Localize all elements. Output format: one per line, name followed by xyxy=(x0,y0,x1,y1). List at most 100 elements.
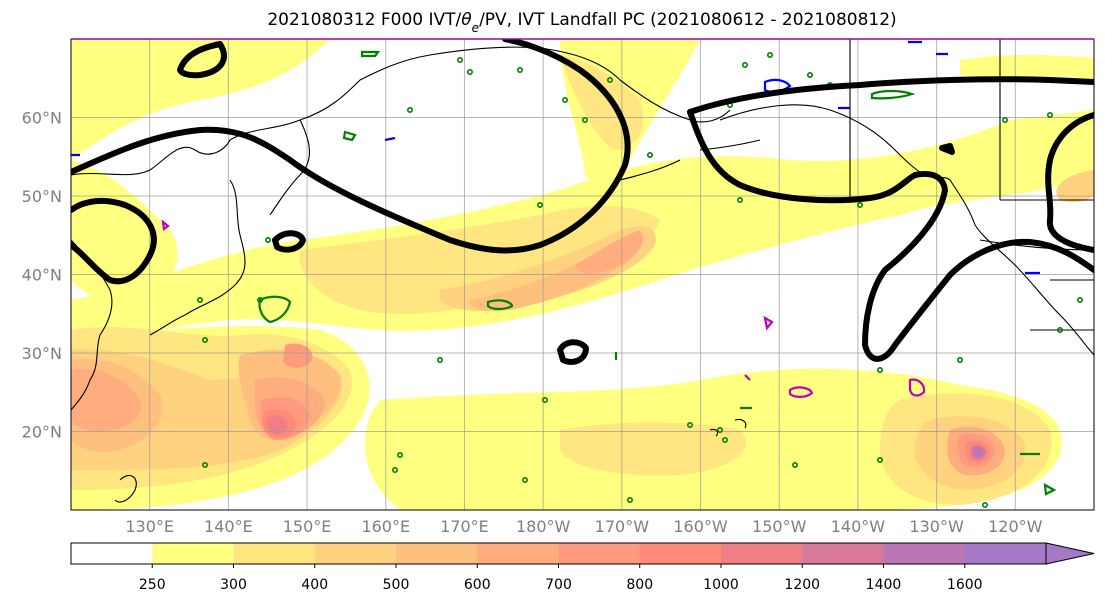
title-pre: 2021080312 F000 IVT/ xyxy=(267,10,461,30)
pv-contour-13 xyxy=(161,219,170,231)
theta-e-contour-5 xyxy=(272,230,306,253)
pv-speck-14 xyxy=(856,202,863,209)
colorbar-tick-label: 1000 xyxy=(703,577,739,593)
colorbar-swatch-10 xyxy=(883,543,966,564)
pv-contour-7 xyxy=(614,352,752,410)
pv-speck-4 xyxy=(561,97,568,104)
chart-title: 2021080312 F000 IVT/θe/PV, IVT Landfall … xyxy=(267,10,896,35)
colorbar-swatch-8 xyxy=(721,543,803,564)
pv-speck-20 xyxy=(202,336,209,343)
pv-speck-17 xyxy=(264,237,271,244)
ivt-filled-contours xyxy=(71,39,1094,510)
pv-speck-31 xyxy=(981,501,988,508)
colorbar-swatch-0 xyxy=(71,543,153,564)
pv-speck-27 xyxy=(391,466,398,473)
pv-speck-9 xyxy=(766,51,773,58)
theta-e-contour-6 xyxy=(557,339,589,365)
pv-speck-29 xyxy=(876,456,883,463)
pv-speck-23 xyxy=(521,476,528,483)
x-tick-label: 130°E xyxy=(125,517,174,536)
pv-speck-24 xyxy=(686,421,693,428)
colorbar-swatch-6 xyxy=(558,543,641,564)
coastline-12 xyxy=(709,418,747,437)
pv-contour-10 xyxy=(908,378,926,397)
pv-speck-13 xyxy=(736,197,743,204)
pv-speck-8 xyxy=(741,61,748,68)
colorbar-tick-label: 700 xyxy=(545,577,572,593)
pv-speck-30 xyxy=(791,461,798,468)
pv-speck-37 xyxy=(626,496,633,503)
ivt-shade-13 xyxy=(440,226,656,312)
colorbar-swatch-9 xyxy=(802,543,884,564)
pv-speck-12 xyxy=(1001,117,1008,124)
ivt-colorbar: 250 300 400 500 600 700 800 1000 1200 1400 1600 xyxy=(70,542,1095,593)
pv-contour-11 xyxy=(788,386,814,398)
pv-contour-9 xyxy=(71,40,1040,275)
ivt-shade-28 xyxy=(266,416,288,435)
colorbar-tick-label: 500 xyxy=(383,577,410,593)
lat-lon-gridlines xyxy=(71,39,1094,510)
pv-speck-6 xyxy=(646,152,653,159)
colorbar-tick-label: 800 xyxy=(626,577,653,593)
colorbar-swatch-7 xyxy=(639,543,722,564)
y-tick-labels: 20°N 30°N 40°N 50°N 60°N xyxy=(22,109,62,442)
x-tick-label: 140°E xyxy=(204,517,253,536)
theta-e-contour-2 xyxy=(687,109,1094,362)
theta-e-contour-4 xyxy=(71,197,157,285)
theta-e-contour-0 xyxy=(71,39,631,254)
theta-e-contours xyxy=(71,39,1094,365)
pv-speck-34 xyxy=(1047,112,1054,119)
pv-speck-5 xyxy=(606,77,613,84)
coastline-1 xyxy=(269,119,311,216)
colorbar-swatch-5 xyxy=(477,543,559,564)
pv-speck-3 xyxy=(516,67,523,74)
pv-speck-16 xyxy=(536,202,543,209)
coastline-3 xyxy=(149,314,186,336)
pv-speck-10 xyxy=(806,72,813,79)
colorbar-tick-label: 400 xyxy=(301,577,328,593)
theta-e-contour-1 xyxy=(687,76,1094,115)
pv-speck-35 xyxy=(956,356,963,363)
colorbar-swatch-3 xyxy=(314,543,397,564)
pv-contour-1 xyxy=(486,299,514,311)
x-tick-label: 170°E xyxy=(440,517,489,536)
title-theta: θ xyxy=(461,10,472,30)
title-post: /PV, IVT Landfall PC (2021080612 - 20210… xyxy=(479,10,897,30)
coastline-5 xyxy=(71,334,101,411)
x-tick-label: 160°W xyxy=(673,517,728,536)
ivt-shade-6 xyxy=(71,160,178,301)
coastline-8 xyxy=(949,179,1094,356)
y-tick-label: 40°N xyxy=(22,266,62,285)
pv-speck-36 xyxy=(721,436,728,443)
pv-speck-33 xyxy=(1057,326,1064,333)
x-tick-label: 120°W xyxy=(988,517,1043,536)
colorbar-swatch-2 xyxy=(233,543,316,564)
pv-speck-15 xyxy=(581,117,588,124)
ivt-shade-21 xyxy=(575,230,644,274)
ivt-shade-15 xyxy=(1056,170,1094,203)
pv-contour-5 xyxy=(1043,483,1057,496)
y-tick-label: 30°N xyxy=(22,344,62,363)
pv-speck-18 xyxy=(256,296,263,303)
x-tick-label: 140°W xyxy=(831,517,886,536)
colorbar-tick-label: 1600 xyxy=(947,577,983,593)
pv-contour-14 xyxy=(744,374,751,381)
map-plot-area xyxy=(71,39,1094,510)
theta-e-contour-3 xyxy=(1045,112,1094,253)
pv-speck-21 xyxy=(436,356,443,363)
colorbar-tick-label: 1200 xyxy=(784,577,820,593)
colorbar-tick-label: 250 xyxy=(139,577,166,593)
colorbar-tick-label: 300 xyxy=(220,577,247,593)
colorbar-swatch-11 xyxy=(964,543,1047,564)
theta-e-contour-8 xyxy=(939,143,955,155)
pv-speck-26 xyxy=(396,451,403,458)
pv-contour-0 xyxy=(258,295,292,324)
pv-speck-1 xyxy=(466,69,473,76)
ivt-shade-30 xyxy=(973,447,983,457)
colorbar-swatch-1 xyxy=(152,543,234,564)
x-tick-label: 130°W xyxy=(909,517,964,536)
coastline-0 xyxy=(71,46,731,176)
pv-speck-22 xyxy=(541,396,548,403)
x-tick-label: 180°W xyxy=(516,517,571,536)
